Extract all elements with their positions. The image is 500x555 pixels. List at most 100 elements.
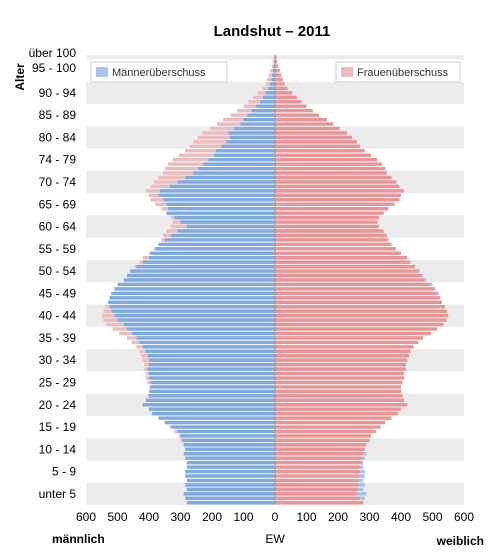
bar-female-age-12 [275,447,365,452]
bar-male-age-55 [149,255,275,260]
bar-female-excess-age-73 [158,175,186,180]
bar-male-age-69 [158,193,275,198]
bar-male-extra-age-49 [117,282,121,287]
bar-male-age-36 [139,340,275,345]
bar-male-age-38 [131,331,275,336]
bar-female-age-47 [275,291,438,296]
bar-female-extra-age-34 [404,349,411,354]
legend-item-frauenueberschuss: Frauenüberschuss [335,61,461,83]
bar-female-excess-age-75 [164,166,198,171]
bar-male-age-24 [149,394,275,398]
bar-female-excess-age-15 [178,434,181,438]
bar-female-extra-age-66 [382,206,389,211]
bar-female-age-36 [275,340,411,345]
bar-female-age-24 [275,394,401,398]
bar-male-extra-age-4 [185,483,192,487]
bar-female-excess-age-95 [267,77,272,82]
bar-female-extra-age-35 [407,345,414,349]
bar-male-age-84 [234,126,275,131]
bar-female-age-0 [275,501,364,505]
bar-female-age-25 [275,389,401,394]
bar-female-age-80 [275,144,329,149]
bar-female-extra-age-55 [401,255,408,260]
bar-female-extra-age-78 [336,153,372,157]
bar-female-age-9 [275,460,362,465]
bar-female-extra-age-31 [401,362,406,367]
bar-male-age-15 [180,434,275,438]
bar-male-age-60 [171,233,275,238]
bar-male-age-34 [145,349,275,354]
bar-male-age-40 [123,322,275,327]
bar-male-age-57 [155,247,275,251]
bar-female-extra-age-94 [280,82,285,86]
bar-female-age-61 [275,229,373,233]
age-label: 30 - 34 [39,353,77,367]
bar-female-extra-age-73 [364,175,392,180]
bar-female-age-52 [275,269,419,273]
age-label: 90 - 94 [39,86,77,100]
age-label: 60 - 64 [39,220,77,234]
bar-male-age-77 [208,157,275,162]
bar-female-extra-age-95 [278,77,283,82]
bar-female-age-30 [275,367,403,371]
bar-female-excess-age-33 [141,354,148,358]
bar-male-excess-age-3 [357,487,364,492]
bar-female-age-69 [275,193,392,198]
age-label: 20 - 24 [39,398,77,412]
bar-female-age-3 [275,487,358,492]
bar-male-age-39 [126,327,275,331]
bar-female-age-68 [275,198,387,202]
bar-female-excess-age-29 [145,371,149,376]
bar-male-age-70 [160,189,275,193]
bar-female-extra-age-54 [407,260,411,264]
bar-male-excess-age-52 [418,269,420,273]
bar-male-extra-age-50 [123,278,126,282]
bar-male-age-13 [183,443,275,447]
bar-male-excess-age-11 [363,452,367,456]
bar-female-age-58 [275,242,392,247]
bar-female-age-19 [275,416,392,420]
bar-female-age-65 [275,211,384,215]
bar-female-age-27 [275,380,400,385]
age-label: 95 - 100 [32,61,76,75]
bar-female-age-32 [275,358,401,362]
bar-female-age-18 [275,420,386,425]
x-tick-label: 600 [76,510,96,524]
bar-male-age-81 [226,140,275,144]
x-tick-label: 300 [170,510,190,524]
bar-male-excess-age-1 [360,496,365,501]
bar-male-age-44 [109,305,275,309]
bar-female-excess-age-34 [139,349,146,354]
bar-female-extra-age-38 [418,331,431,336]
bar-male-age-85 [240,122,275,126]
bar-female-extra-age-87 [302,113,320,117]
bar-male-age-49 [120,282,276,287]
legend-swatch-male [96,67,108,77]
bar-female-age-50 [275,278,425,282]
bar-male-age-96 [271,73,275,77]
bar-male-age-41 [117,318,275,322]
bar-female-age-15 [275,434,370,438]
bar-female-age-17 [275,425,379,429]
bar-female-age-7 [275,469,361,474]
bar-male-age-95 [271,77,275,82]
legend-swatch-female [341,67,353,77]
bar-female-extra-age-72 [372,180,397,184]
bar-female-age-78 [275,153,337,157]
bar-female-age-37 [275,336,414,340]
bar-female-age-77 [275,157,342,162]
x-tick-label: 400 [139,510,159,524]
bar-female-excess-age-55 [142,255,149,260]
bar-male-age-82 [229,135,275,140]
bar-female-age-21 [275,407,401,411]
bar-male-age-28 [149,376,275,380]
bar-female-age-14 [275,438,368,443]
bar-female-extra-age-29 [401,371,405,376]
bar-male-age-42 [114,313,275,318]
bar-male-excess-age-2 [356,492,367,496]
bar-male-age-30 [147,367,275,371]
bar-male-age-98 [273,64,275,68]
bar-female-age-57 [275,247,395,251]
x-tick-label: 200 [202,510,222,524]
